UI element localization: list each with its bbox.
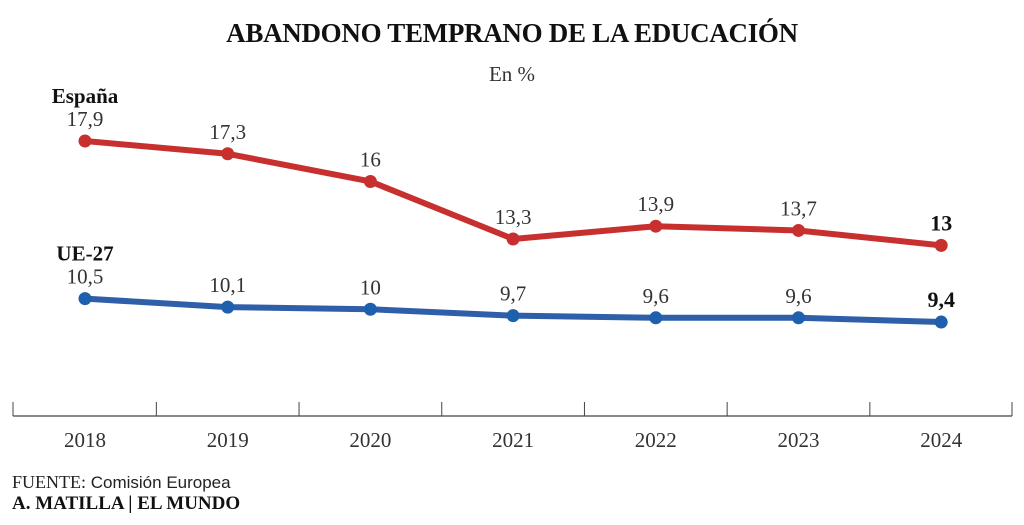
- series-name-label: UE-27: [56, 242, 113, 266]
- data-point: [363, 302, 377, 316]
- data-point: [363, 174, 377, 188]
- data-point: [221, 300, 235, 314]
- source-note: FUENTE: Comisión Europea: [12, 472, 231, 493]
- data-point: [792, 223, 805, 237]
- data-label: 10,5: [67, 265, 104, 289]
- x-tick-label: 2018: [64, 428, 106, 452]
- data-label: 13,3: [495, 205, 532, 229]
- data-label: 17,3: [209, 120, 246, 144]
- x-tick-label: 2024: [920, 428, 963, 452]
- credit-line: A. MATILLA | EL MUNDO: [12, 493, 241, 514]
- data-point: [78, 292, 92, 306]
- data-label: 16: [360, 147, 381, 171]
- x-tick-label: 2023: [778, 428, 820, 452]
- data-label: 10: [360, 275, 381, 299]
- data-label: 9,4: [927, 287, 955, 312]
- x-tick-label: 2019: [207, 428, 249, 452]
- data-label: 13: [930, 210, 952, 235]
- source-label: FUENTE:: [12, 472, 86, 492]
- data-point: [506, 309, 520, 323]
- data-label: 10,1: [209, 273, 246, 297]
- data-point: [649, 219, 663, 233]
- data-label: 13,7: [780, 196, 817, 220]
- data-label: 9,6: [643, 284, 669, 308]
- data-point: [649, 311, 663, 325]
- series-ue-27: 10,5 10,1 10 9,7 9,6 9,6 9,4 UE-27: [56, 242, 955, 329]
- data-point: [78, 134, 92, 148]
- series-line: [82, 138, 945, 249]
- data-label: 13,9: [637, 192, 674, 216]
- source-text: Comisión Europea: [90, 473, 231, 492]
- chart-subtitle: En %: [488, 62, 536, 86]
- chart-title: ABANDONO TEMPRANO DE LA EDUCACIÓN: [226, 18, 798, 48]
- data-label: 9,6: [785, 284, 811, 308]
- data-point: [506, 232, 520, 246]
- x-axis: 2018 2019 2020 2021 2022 2023 2024: [12, 402, 1013, 452]
- data-point: [792, 311, 805, 325]
- x-tick-label: 2020: [349, 428, 391, 452]
- series-name-label: España: [52, 84, 119, 108]
- x-tick-label: 2022: [635, 428, 677, 452]
- data-label: 9,7: [500, 282, 526, 306]
- data-label: 17,9: [67, 107, 104, 131]
- data-point: [221, 147, 235, 161]
- x-tick-label: 2021: [492, 428, 534, 452]
- data-point: [934, 238, 948, 252]
- series-espana: 17,9 17,3 16 13,3 13,9 13,7 13 España: [52, 84, 952, 252]
- data-point: [934, 315, 948, 329]
